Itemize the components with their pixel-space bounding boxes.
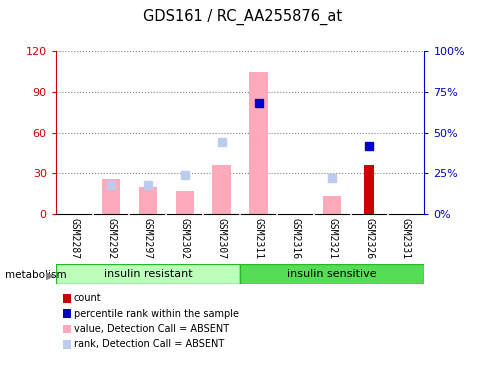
Bar [138,187,157,214]
Bar [322,197,341,214]
Text: metabolism: metabolism [5,270,66,280]
Text: GSM2316: GSM2316 [290,218,300,259]
Text: GSM2311: GSM2311 [253,218,263,259]
Bar [175,191,194,214]
Text: GSM2331: GSM2331 [400,218,410,259]
Text: rank, Detection Call = ABSENT: rank, Detection Call = ABSENT [74,339,224,350]
Bar [102,179,120,214]
Text: GSM2326: GSM2326 [363,218,373,259]
Text: GSM2297: GSM2297 [143,218,152,259]
Text: GSM2287: GSM2287 [69,218,79,259]
Text: GSM2307: GSM2307 [216,218,226,259]
Text: GSM2292: GSM2292 [106,218,116,259]
Text: GSM2321: GSM2321 [327,218,336,259]
Text: value, Detection Call = ABSENT: value, Detection Call = ABSENT [74,324,228,334]
Text: GDS161 / RC_AA255876_at: GDS161 / RC_AA255876_at [143,9,341,25]
Bar [240,264,424,284]
Text: insulin sensitive: insulin sensitive [287,269,376,279]
Bar [363,165,373,214]
Text: count: count [74,293,101,303]
Bar [249,72,267,214]
Text: insulin resistant: insulin resistant [104,269,192,279]
Text: percentile rank within the sample: percentile rank within the sample [74,309,238,319]
Bar [212,165,230,214]
Text: GSM2302: GSM2302 [180,218,189,259]
Bar [56,264,240,284]
Text: ▶: ▶ [46,270,55,280]
